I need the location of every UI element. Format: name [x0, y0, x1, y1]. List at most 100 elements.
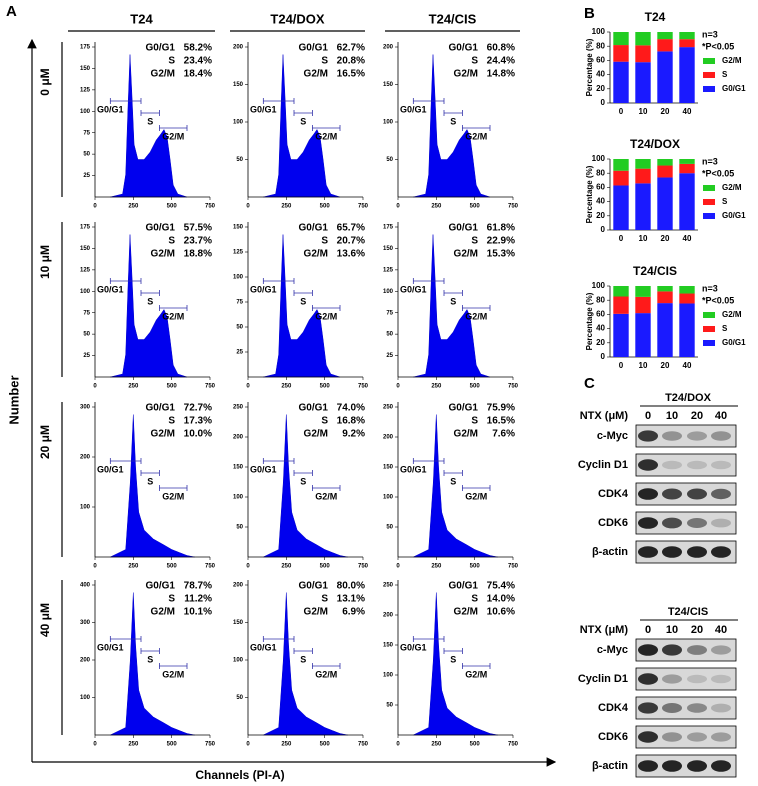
y-tick-label: 100 [80, 109, 91, 115]
blot-band [687, 732, 707, 742]
blot-band [662, 674, 682, 684]
bar-segment [613, 296, 629, 314]
y-tick-label: 150 [80, 66, 91, 72]
x-tick-label: 0 [396, 564, 400, 570]
stat-value: 74.0% [337, 403, 365, 414]
y-tick-label: 40 [596, 70, 605, 79]
gate-label: G0/G1 [400, 284, 427, 294]
stat-gate: G0/G1 [299, 581, 329, 592]
y-tick-label: 200 [233, 583, 244, 589]
histogram [110, 54, 188, 198]
stat-gate: S [321, 56, 328, 67]
stat-gate: S [321, 594, 328, 605]
blot-band [711, 518, 731, 528]
bar-segment [657, 51, 673, 103]
protein-label: Cyclin D1 [578, 459, 628, 471]
blot-band [711, 703, 731, 713]
gate-bracket [140, 290, 160, 296]
x-tick-label: 40 [683, 234, 692, 243]
stat-value: 18.8% [184, 249, 212, 260]
bar-segment [613, 170, 629, 186]
bar-segment [657, 291, 673, 304]
blot-band [687, 703, 707, 713]
gate-bracket [159, 663, 188, 669]
gate-bracket [262, 98, 295, 104]
y-tick-label: 125 [233, 250, 244, 256]
bar-segment [679, 173, 695, 230]
chart-title: T24/CIS [633, 264, 677, 278]
x-tick-label: 750 [205, 564, 216, 570]
stat-value: 7.6% [492, 429, 515, 440]
gate-bracket [312, 663, 341, 669]
y-tick-label: 100 [80, 505, 91, 511]
x-tick-label: 750 [205, 204, 216, 210]
gate-bracket [412, 636, 445, 642]
stat-value: 75.9% [487, 403, 515, 414]
stat-value: 20.7% [337, 236, 365, 247]
stat-value: 78.7% [184, 581, 212, 592]
bar-segment [679, 286, 695, 294]
x-tick-label: 750 [358, 742, 369, 748]
bar-segment [613, 313, 629, 357]
gate-bracket [140, 470, 160, 476]
y-tick-label: 100 [80, 289, 91, 295]
stat-gate: G0/G1 [146, 403, 176, 414]
stat-value: 15.3% [487, 249, 515, 260]
y-axis-label: Percentage (%) [585, 292, 594, 350]
bar-segment [613, 286, 629, 297]
y-tick-label: 200 [233, 435, 244, 441]
x-tick-label: 250 [431, 564, 442, 570]
stat-gate: G0/G1 [449, 581, 479, 592]
chart-title: T24/DOX [630, 137, 680, 151]
blot-band [687, 431, 707, 441]
y-tick-label: 100 [592, 27, 606, 36]
stat-value: 23.7% [184, 236, 212, 247]
gate-bracket [140, 648, 160, 654]
stat-value: 60.8% [487, 43, 515, 54]
annotation: n=3 [702, 156, 718, 166]
gate-label: S [147, 116, 153, 126]
histogram [263, 592, 348, 736]
y-tick-label: 300 [80, 620, 91, 626]
gate-label: G2/M [465, 491, 487, 501]
stat-value: 16.5% [487, 416, 515, 427]
y-tick-label: 50 [386, 332, 393, 338]
x-tick-label: 250 [281, 384, 292, 390]
blot-strip [635, 696, 737, 720]
protein-label: CDK6 [598, 517, 628, 529]
blot-band [662, 760, 682, 772]
y-tick-label: 100 [233, 275, 244, 281]
gate-bracket [462, 125, 491, 131]
stat-value: 13.6% [337, 249, 365, 260]
stat-gate: G2/M [151, 69, 175, 80]
stat-value: 57.5% [184, 223, 212, 234]
y-tick-label: 300 [80, 405, 91, 411]
bar-segment [679, 163, 695, 174]
annotation: *P<0.05 [702, 168, 734, 178]
histogram [263, 414, 348, 558]
x-tick-label: 500 [320, 564, 331, 570]
x-tick-label: 500 [320, 384, 331, 390]
stat-value: 58.2% [184, 43, 212, 54]
gate-label: S [300, 476, 306, 486]
x-tick-label: 500 [167, 204, 178, 210]
gate-bracket [159, 485, 188, 491]
blot-band [687, 645, 707, 655]
y-tick-label: 200 [383, 45, 394, 51]
stat-gate: G2/M [454, 249, 478, 260]
blot-band [711, 431, 731, 441]
x-tick-label: 10 [639, 234, 648, 243]
blot-band [638, 546, 658, 558]
bar-segment [657, 286, 673, 292]
bar-segment [679, 39, 695, 48]
gate-label: G2/M [465, 669, 487, 679]
blot-strip [635, 424, 737, 448]
protein-label: CDK4 [598, 702, 629, 714]
blot-band [662, 431, 682, 441]
x-tick-label: 250 [431, 384, 442, 390]
x-tick-label: 0 [396, 204, 400, 210]
gate-bracket [443, 110, 463, 116]
x-tick-label: 500 [470, 384, 481, 390]
x-tick-label: 500 [470, 204, 481, 210]
column-title: T24/DOX [270, 11, 325, 26]
